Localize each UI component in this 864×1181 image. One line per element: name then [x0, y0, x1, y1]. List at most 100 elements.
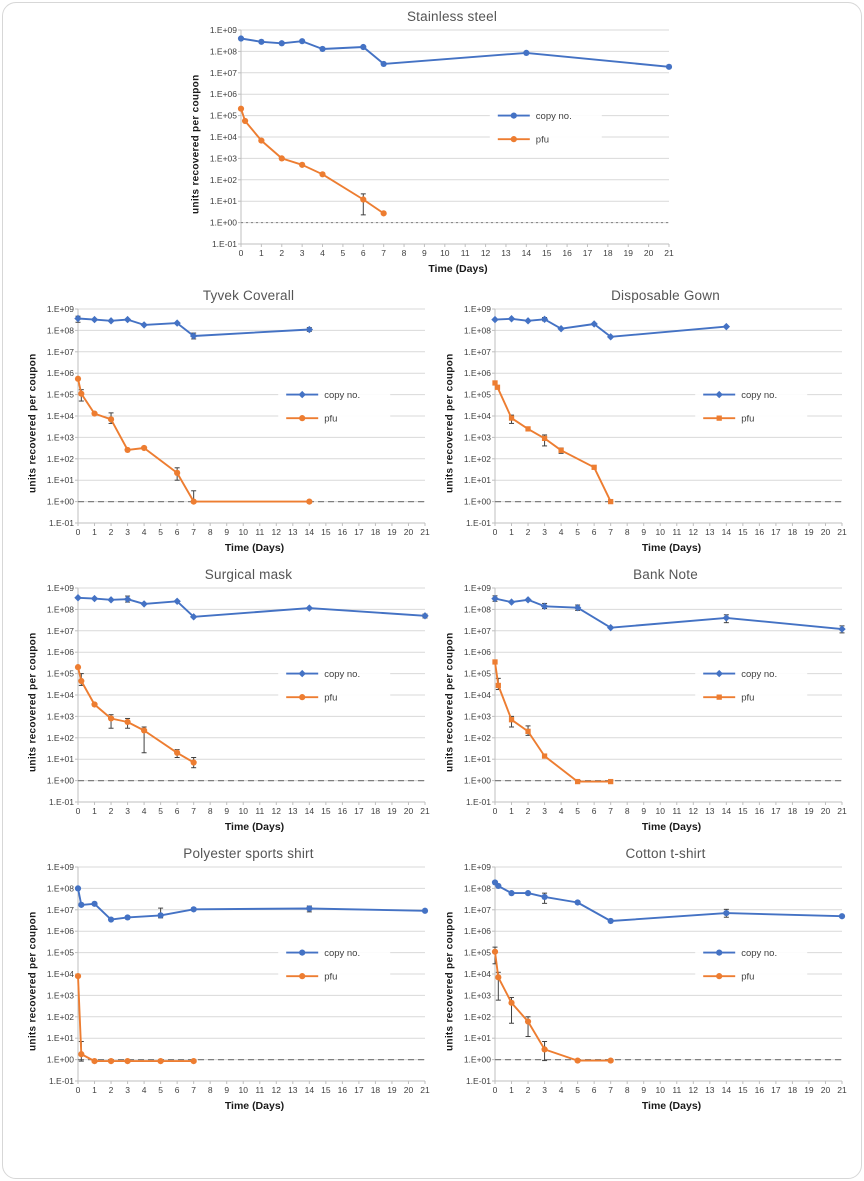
svg-text:1.E+09: 1.E+09	[464, 584, 491, 593]
svg-text:1.E+00: 1.E+00	[210, 218, 237, 228]
svg-text:5: 5	[341, 248, 346, 258]
data-point-marker	[607, 917, 614, 925]
svg-text:2: 2	[526, 527, 531, 537]
svg-text:1.E+06: 1.E+06	[464, 647, 491, 657]
svg-text:14: 14	[722, 806, 732, 816]
legend-label: pfu	[741, 413, 754, 424]
svg-text:9: 9	[224, 806, 229, 816]
svg-text:1.E+07: 1.E+07	[210, 68, 237, 78]
data-point-marker	[491, 948, 499, 955]
plot-area: 1.E+09 1.E+08 1.E+07 1.E+06 1.E+05 1.E+04 1.E+…	[47, 305, 430, 537]
svg-text:1.E+05: 1.E+05	[47, 390, 74, 400]
data-point-marker	[491, 594, 499, 603]
legend-label: copy no.	[536, 111, 572, 122]
svg-text:3: 3	[542, 1085, 547, 1095]
svg-text:19: 19	[804, 527, 814, 537]
svg-text:0: 0	[76, 1085, 81, 1095]
data-point-marker	[258, 137, 265, 144]
series-pfu	[74, 375, 313, 505]
svg-text:15: 15	[321, 806, 331, 816]
svg-text:4: 4	[142, 806, 147, 816]
svg-text:9: 9	[422, 248, 427, 258]
data-point-marker	[174, 469, 181, 476]
svg-text:1.E+07: 1.E+07	[47, 626, 74, 636]
data-point-marker	[90, 315, 99, 324]
svg-text:1.E+04: 1.E+04	[464, 969, 491, 979]
svg-text:1.E+02: 1.E+02	[47, 733, 74, 743]
svg-text:21: 21	[420, 806, 430, 816]
chart-title: Cotton t-shirt	[625, 846, 706, 861]
series-pfu	[237, 105, 387, 217]
svg-text:20: 20	[404, 806, 414, 816]
data-point-marker	[557, 325, 565, 333]
data-point-marker	[124, 1058, 131, 1065]
data-point-marker	[421, 907, 429, 914]
series-line-pfu	[77, 377, 311, 503]
svg-text:4: 4	[559, 806, 564, 816]
svg-text:5: 5	[575, 1085, 580, 1095]
svg-text:17: 17	[354, 806, 364, 816]
data-point-marker	[91, 900, 98, 907]
data-point-marker	[541, 1046, 548, 1053]
data-point-marker	[507, 598, 516, 606]
data-point-marker	[716, 415, 722, 421]
svg-text:1.E+01: 1.E+01	[47, 754, 74, 764]
data-point-marker	[237, 105, 245, 112]
data-point-marker	[606, 623, 615, 632]
svg-text:8: 8	[625, 806, 630, 816]
svg-text:15: 15	[738, 806, 748, 816]
svg-text:1.E-01: 1.E-01	[212, 239, 237, 249]
chart-title: Bank Note	[633, 567, 698, 582]
svg-text:12: 12	[272, 1085, 282, 1095]
svg-text:1.E+08: 1.E+08	[464, 883, 491, 893]
data-point-marker	[74, 664, 82, 671]
y-tick-labels: 1.E+09 1.E+08 1.E+07 1.E+06 1.E+05 1.E+04 1.E+…	[47, 863, 74, 1086]
svg-text:12: 12	[272, 527, 282, 537]
data-point-marker	[305, 325, 314, 334]
chart-title: Disposable Gown	[611, 288, 720, 303]
data-point-marker	[190, 906, 197, 913]
svg-text:0: 0	[493, 806, 498, 816]
svg-text:11: 11	[255, 527, 264, 537]
svg-text:1.E+02: 1.E+02	[47, 1012, 74, 1022]
series-copy-no	[74, 594, 429, 621]
svg-text:17: 17	[771, 806, 781, 816]
legend-background	[278, 940, 391, 989]
svg-text:1.E+04: 1.E+04	[464, 411, 491, 421]
svg-text:2: 2	[526, 1085, 531, 1095]
series-pfu	[492, 659, 614, 785]
y-tick-labels: 1.E+09 1.E+08 1.E+07 1.E+06 1.E+05 1.E+04 1.E+…	[464, 305, 491, 528]
data-point-marker	[107, 1058, 115, 1065]
chart-title: Stainless steel	[406, 9, 498, 24]
svg-text:6: 6	[592, 806, 597, 816]
svg-text:14: 14	[722, 527, 732, 537]
svg-text:1.E+05: 1.E+05	[47, 948, 74, 958]
data-point-marker	[495, 682, 501, 689]
svg-text:9: 9	[641, 806, 646, 816]
series-line-copy-no	[77, 887, 426, 921]
svg-text:1.E+00: 1.E+00	[47, 776, 74, 786]
data-point-marker	[607, 1057, 614, 1064]
svg-text:15: 15	[738, 527, 748, 537]
data-point-marker	[508, 415, 515, 421]
svg-text:19: 19	[387, 806, 397, 816]
svg-text:8: 8	[208, 1085, 213, 1095]
svg-text:5: 5	[158, 1085, 163, 1095]
series-line-pfu	[77, 975, 195, 1063]
svg-text:4: 4	[142, 1085, 147, 1095]
svg-text:21: 21	[837, 806, 847, 816]
svg-text:10: 10	[656, 806, 666, 816]
data-point-marker	[524, 890, 532, 897]
y-tick-labels: 1.E+09 1.E+08 1.E+07 1.E+06 1.E+05 1.E+04 1.E+…	[47, 584, 74, 807]
svg-text:8: 8	[625, 527, 630, 537]
data-point-marker	[78, 677, 85, 685]
svg-text:9: 9	[641, 1085, 646, 1095]
svg-text:2: 2	[109, 1085, 114, 1095]
data-point-marker	[91, 1058, 98, 1065]
y-axis-label: units recovered per coupon	[27, 632, 39, 772]
svg-text:10: 10	[440, 248, 450, 258]
data-point-marker	[523, 49, 530, 57]
svg-text:20: 20	[821, 806, 831, 816]
data-point-marker	[665, 63, 673, 70]
chart-title: Polyester sports shirt	[183, 846, 314, 861]
